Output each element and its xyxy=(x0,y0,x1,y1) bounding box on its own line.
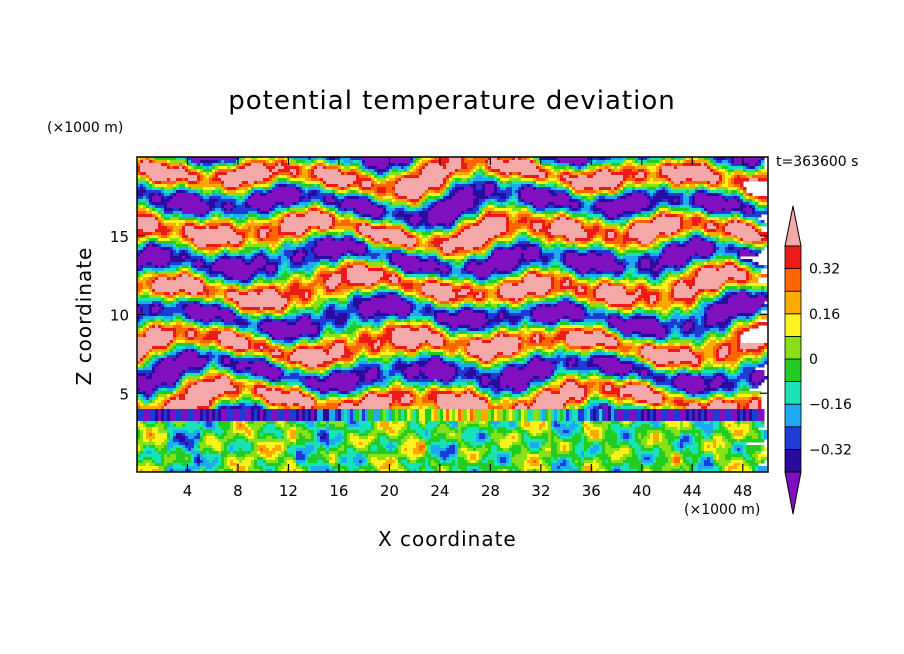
x-tick-label: 44 xyxy=(683,482,702,500)
chart-title: potential temperature deviation xyxy=(228,86,676,116)
colorbar-swatch xyxy=(784,290,802,315)
x-tick-label: 8 xyxy=(233,482,243,500)
x-tick-label: 20 xyxy=(380,482,399,500)
colorbar-label: 0 xyxy=(809,352,818,368)
x-tick-label: 32 xyxy=(531,482,550,500)
colorbar-swatch xyxy=(784,403,802,428)
time-label: t=363600 s xyxy=(776,154,859,170)
x-tick-label: 28 xyxy=(481,482,500,500)
colorbar: 0.32 0.16 0 −0.16 −0.32 xyxy=(784,205,852,515)
x-tick-label: 36 xyxy=(582,482,601,500)
colorbar-swatch xyxy=(784,381,802,405)
x-axis-label: X coordinate xyxy=(378,527,517,551)
x-tick-label: 24 xyxy=(430,482,449,500)
y-tick-label: 15 xyxy=(110,228,129,246)
colorbar-label: −0.32 xyxy=(809,442,852,458)
x-tick-label: 16 xyxy=(329,482,348,500)
y-axis-unit: (×1000 m) xyxy=(47,120,124,136)
contour-field xyxy=(137,157,768,472)
colorbar-swatch xyxy=(784,268,802,292)
colorbar-swatch xyxy=(784,448,802,473)
x-tick-label: 4 xyxy=(183,482,193,500)
colorbar-swatch xyxy=(784,245,802,270)
colorbar-swatch xyxy=(784,426,802,450)
y-tick-label: 5 xyxy=(119,385,129,403)
x-tick-label: 48 xyxy=(733,482,752,500)
y-tick-label: 10 xyxy=(110,307,129,325)
colorbar-extend-top xyxy=(784,205,802,247)
x-tick-label: 12 xyxy=(279,482,298,500)
colorbar-extend-bottom xyxy=(784,471,802,515)
colorbar-label: 0.16 xyxy=(809,307,840,323)
x-tick-label: 40 xyxy=(632,482,651,500)
colorbar-swatch xyxy=(784,313,802,337)
colorbar-swatch xyxy=(784,335,802,360)
x-axis-unit: (×1000 m) xyxy=(684,502,761,518)
colorbar-label: −0.16 xyxy=(809,397,852,413)
colorbar-label: 0.32 xyxy=(809,262,840,278)
colorbar-swatch xyxy=(784,358,802,383)
